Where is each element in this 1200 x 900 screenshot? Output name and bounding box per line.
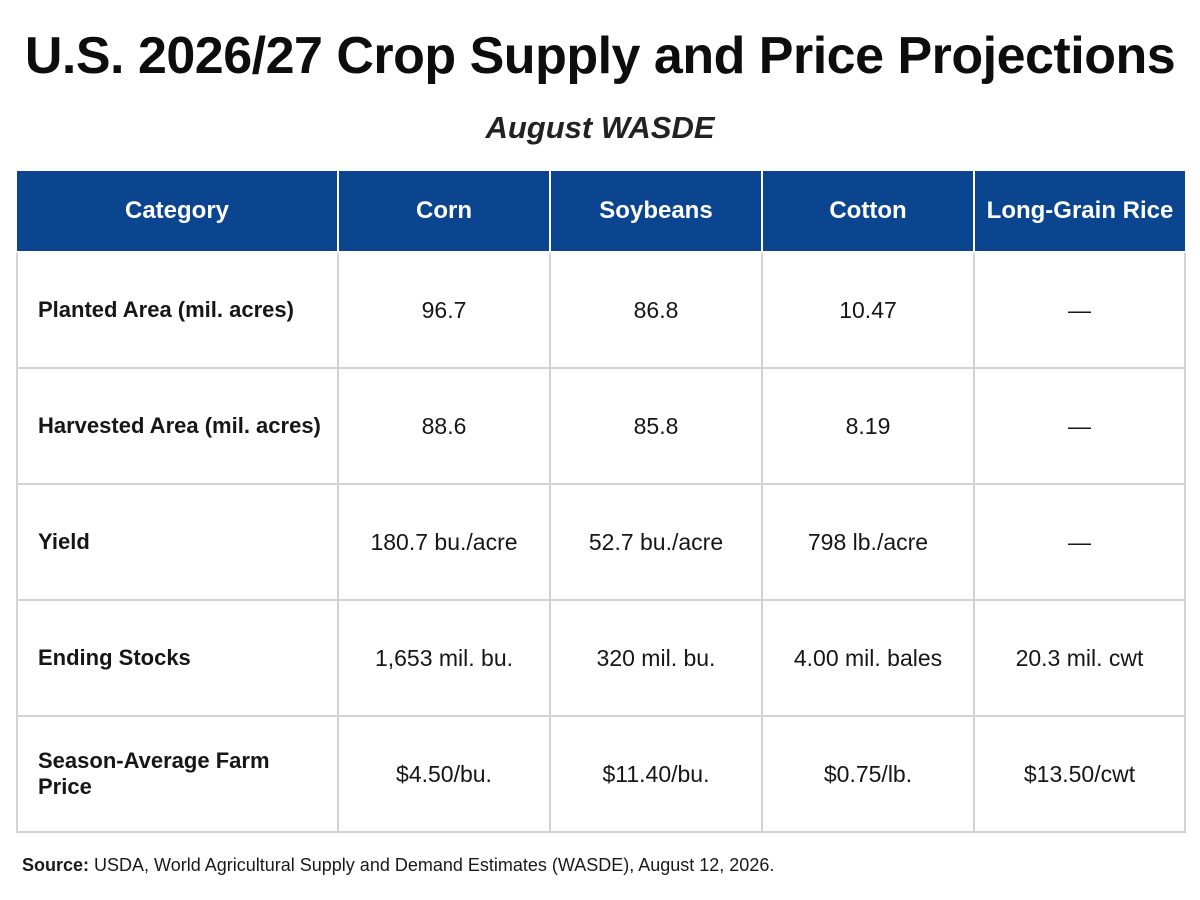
cell-soybeans: 85.8 (549, 367, 763, 485)
projections-table: Category Corn Soybeans Cotton Long-Grain… (16, 171, 1186, 833)
source-text: USDA, World Agricultural Supply and Dema… (89, 855, 775, 875)
row-label-yield: Yield (16, 483, 339, 601)
cell-cotton: $0.75/lb. (761, 715, 975, 833)
table-header-row: Category Corn Soybeans Cotton Long-Grain… (17, 171, 1185, 253)
cell-long-grain-rice: $13.50/cwt (973, 715, 1186, 833)
cell-corn: 1,653 mil. bu. (337, 599, 551, 717)
header-cotton: Cotton (761, 171, 975, 253)
cell-corn: $4.50/bu. (337, 715, 551, 833)
cell-long-grain-rice: — (973, 483, 1186, 601)
row-label-harvested-area: Harvested Area (mil. acres) (16, 367, 339, 485)
table-row: Season-Average Farm Price $4.50/bu. $11.… (16, 715, 1186, 833)
row-label-ending-stocks: Ending Stocks (16, 599, 339, 717)
cell-cotton: 10.47 (761, 251, 975, 369)
table-row: Planted Area (mil. acres) 96.7 86.8 10.4… (16, 251, 1186, 369)
cell-corn: 88.6 (337, 367, 551, 485)
cell-corn: 180.7 bu./acre (337, 483, 551, 601)
row-label-season-average-farm-price: Season-Average Farm Price (16, 715, 339, 833)
table-row: Yield 180.7 bu./acre 52.7 bu./acre 798 l… (16, 483, 1186, 601)
cell-soybeans: 320 mil. bu. (549, 599, 763, 717)
source-note: Source: USDA, World Agricultural Supply … (22, 852, 774, 878)
cell-soybeans: 52.7 bu./acre (549, 483, 763, 601)
header-category: Category (17, 171, 339, 253)
cell-corn: 96.7 (337, 251, 551, 369)
cell-cotton: 798 lb./acre (761, 483, 975, 601)
cell-cotton: 8.19 (761, 367, 975, 485)
source-label: Source: (22, 855, 90, 875)
cell-cotton: 4.00 mil. bales (761, 599, 975, 717)
row-label-planted-area: Planted Area (mil. acres) (16, 251, 339, 369)
projections-table-container: Category Corn Soybeans Cotton Long-Grain… (16, 171, 1186, 833)
cell-long-grain-rice: — (973, 367, 1186, 485)
header-long-grain-rice: Long-Grain Rice (973, 171, 1185, 253)
cell-long-grain-rice: — (973, 251, 1186, 369)
cell-long-grain-rice: 20.3 mil. cwt (973, 599, 1186, 717)
page-title: U.S. 2026/27 Crop Supply and Price Proje… (24, 27, 1176, 85)
table-row: Ending Stocks 1,653 mil. bu. 320 mil. bu… (16, 599, 1186, 717)
cell-soybeans: 86.8 (549, 251, 763, 369)
table-row: Harvested Area (mil. acres) 88.6 85.8 8.… (16, 367, 1186, 485)
header-corn: Corn (337, 171, 551, 253)
cell-soybeans: $11.40/bu. (549, 715, 763, 833)
page-subtitle: August WASDE (485, 110, 715, 145)
header-soybeans: Soybeans (549, 171, 763, 253)
